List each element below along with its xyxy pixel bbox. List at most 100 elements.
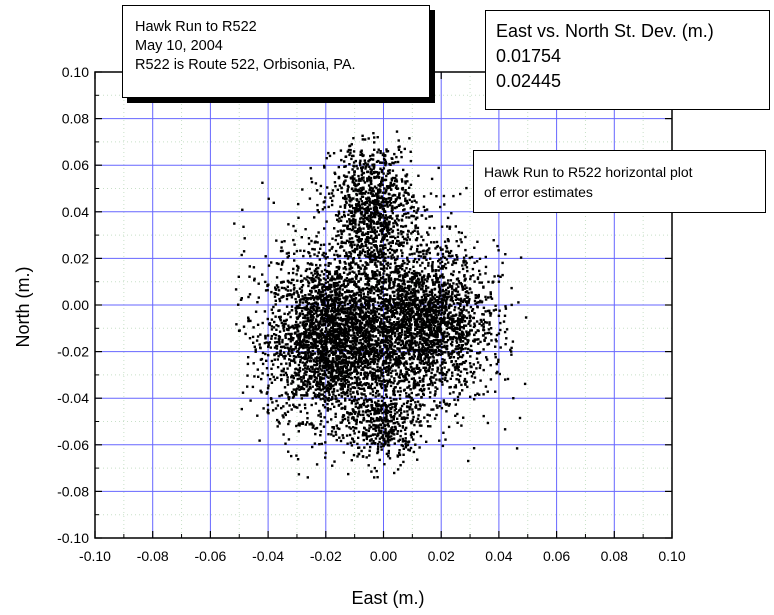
data-point [420,319,423,322]
data-point [412,438,415,441]
data-point [425,324,428,327]
data-point [478,366,482,370]
data-point [312,337,315,341]
data-point [270,334,273,338]
data-point [339,149,343,152]
data-point [385,148,388,151]
data-point [476,277,480,281]
data-point [324,358,327,362]
data-point [389,339,392,342]
data-point [304,355,307,358]
data-point [418,320,422,323]
data-point [427,305,431,309]
data-point [442,361,445,364]
data-point [452,391,455,394]
data-point [355,376,359,380]
data-point [347,318,350,321]
data-point [386,273,389,277]
data-point [440,260,444,263]
data-point [359,352,363,355]
data-point [367,287,370,291]
data-point [347,386,350,389]
data-point [442,318,446,321]
data-point [385,267,389,270]
data-point [355,347,358,350]
data-point [415,365,419,368]
data-point [267,197,270,200]
data-point [456,290,460,293]
data-point [317,251,320,254]
data-point [385,162,388,165]
data-point [325,348,328,351]
data-point [364,190,368,193]
data-point [411,230,414,234]
data-point [302,375,305,378]
data-point [295,393,298,396]
data-point [395,301,399,304]
data-point [459,374,462,378]
data-point [404,330,407,333]
data-point [358,313,362,317]
data-point [349,309,352,312]
data-point [382,152,385,155]
data-point [347,361,351,364]
data-point [407,313,411,316]
data-point [308,385,311,388]
data-point [314,279,317,282]
data-point [429,327,433,330]
data-point [234,288,238,291]
data-point [416,417,420,420]
data-point [305,391,308,394]
data-point [378,330,381,333]
data-point [478,351,482,354]
data-point [469,329,472,332]
data-point [304,362,307,365]
data-point [438,344,441,347]
data-point [336,308,339,311]
data-point [288,347,291,350]
data-point [396,359,399,363]
data-point [342,436,345,440]
data-point [455,339,458,342]
data-point [404,180,407,183]
data-point [318,372,322,376]
data-point [423,331,426,334]
data-point [444,244,448,248]
data-point [328,315,332,318]
data-point [458,363,462,366]
data-point [292,348,295,351]
data-point [446,286,450,289]
data-point [387,275,390,279]
data-point [405,318,409,322]
data-point [321,333,324,337]
data-point [292,288,296,291]
data-point [457,343,461,347]
data-point [424,369,427,372]
data-point [308,331,311,335]
data-point [452,282,455,285]
data-point [270,318,274,321]
data-point [365,336,368,340]
data-point [390,257,393,260]
data-point [469,305,473,309]
data-point [444,346,447,349]
data-point [401,301,405,304]
data-point [406,262,409,266]
data-point [273,358,276,361]
data-point [434,300,437,303]
data-point [336,367,339,370]
data-point [312,312,316,316]
data-point [319,434,322,437]
data-point [410,377,414,380]
data-point [416,310,419,313]
data-point [296,269,299,272]
data-point [459,370,463,373]
data-point [380,318,383,321]
data-point [298,366,302,370]
data-point [374,374,377,377]
data-point [381,285,384,288]
data-point [326,288,330,291]
data-point [269,397,273,400]
data-point [451,296,454,299]
data-point [439,353,442,356]
